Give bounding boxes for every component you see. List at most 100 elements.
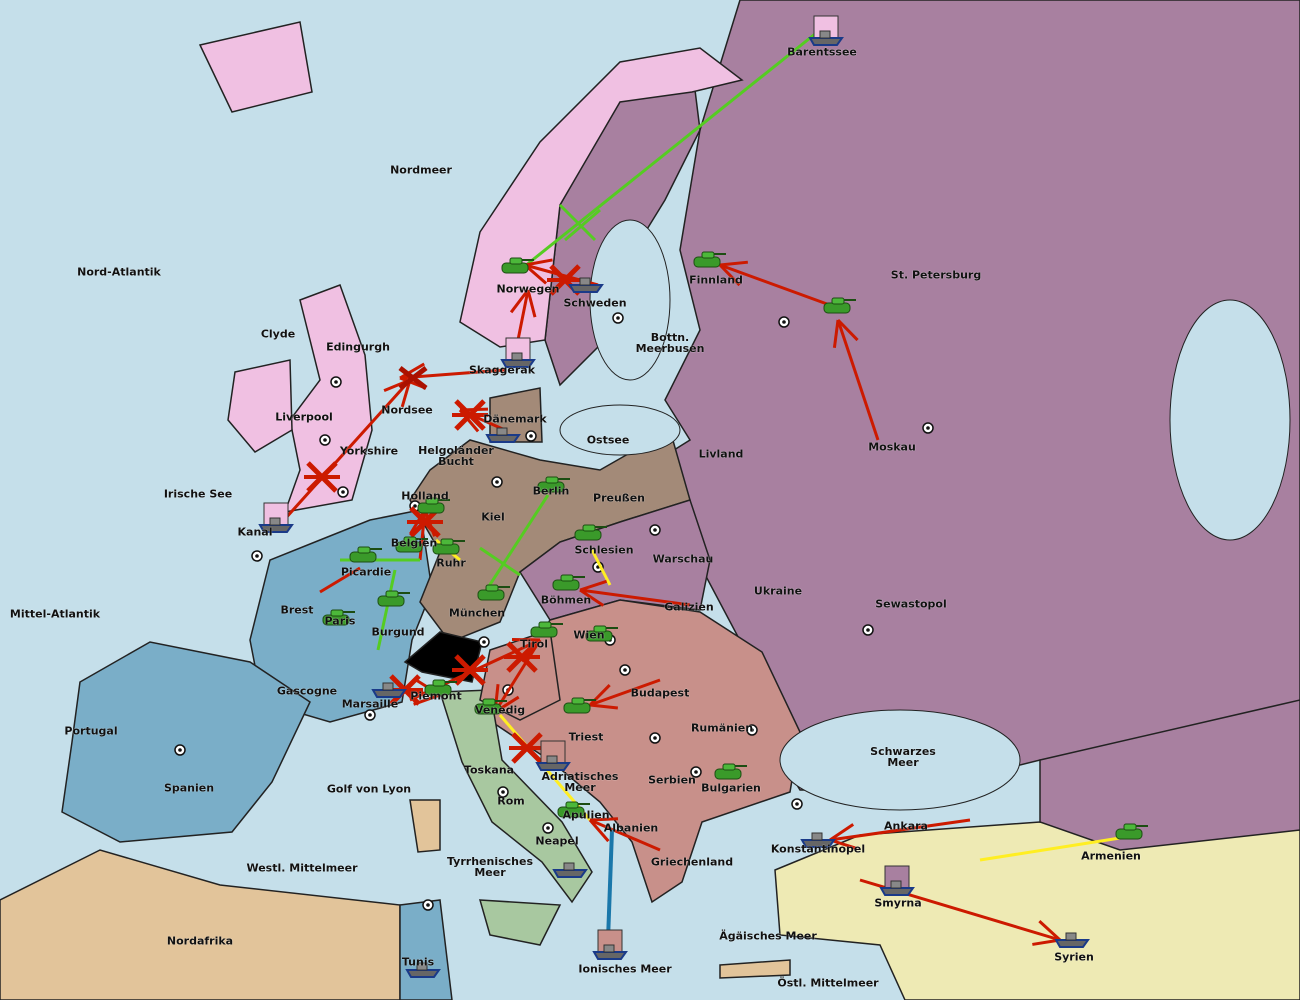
province-label[interactable]: Wien: [573, 628, 605, 642]
province-label[interactable]: Picardie: [340, 565, 392, 579]
province-label[interactable]: Skaggerak: [468, 363, 536, 377]
ship-deck: [563, 862, 575, 871]
province-label[interactable]: Apulien: [562, 808, 610, 822]
supply-center-dot-core: [782, 320, 786, 324]
province-label[interactable]: Piemont: [410, 689, 462, 703]
ship-icon: [800, 832, 836, 848]
province-label[interactable]: Neapel: [535, 834, 579, 848]
province-label[interactable]: Livland: [698, 447, 744, 461]
tank-icon: [574, 524, 607, 541]
province-label[interactable]: Ruhr: [436, 556, 466, 570]
support-hold: [979, 836, 1121, 862]
province-label[interactable]: Bottn. Meerbusen: [635, 331, 705, 355]
province-label[interactable]: Paris: [324, 614, 356, 628]
supply-center-dot-core: [341, 490, 345, 494]
province-label[interactable]: Burgund: [371, 625, 425, 639]
province-label[interactable]: Holland: [401, 489, 449, 503]
province-label[interactable]: Ionisches Meer: [578, 962, 672, 976]
province-label[interactable]: Finnland: [689, 273, 743, 287]
province-label[interactable]: Ankara: [884, 819, 928, 833]
tank-icon: [1115, 823, 1148, 840]
province-label[interactable]: Smyrna: [874, 896, 922, 910]
province-label[interactable]: Portugal: [64, 724, 118, 738]
province-label[interactable]: Westl. Mittelmeer: [246, 861, 358, 875]
ship-deck: [811, 832, 823, 841]
tank-icon: [552, 574, 585, 591]
province-label[interactable]: Spanien: [163, 781, 215, 795]
province-label[interactable]: Tirol: [519, 637, 549, 651]
province-label[interactable]: Rumänien: [690, 721, 754, 735]
province-label[interactable]: Marsaille: [341, 697, 399, 711]
province-label[interactable]: Nordafrika: [166, 934, 234, 948]
province-label[interactable]: Konstantinopel: [770, 842, 866, 856]
province-label[interactable]: Böhmen: [540, 593, 592, 607]
ship-icon: [808, 15, 844, 46]
province-label[interactable]: Kanal: [237, 525, 273, 539]
province-label[interactable]: Liverpool: [275, 410, 333, 424]
tank-icon: [395, 536, 428, 553]
province-label[interactable]: Griechenland: [650, 855, 734, 869]
province-label[interactable]: Venedig: [474, 703, 526, 717]
province-label[interactable]: Östl. Mittelmeer: [777, 976, 879, 990]
arrow-head: [718, 263, 741, 287]
province-label[interactable]: Albanien: [603, 821, 659, 835]
inland-sea-2: [779, 709, 1021, 811]
province-label[interactable]: Norwegen: [496, 282, 560, 296]
move-order-arrow: [719, 263, 839, 310]
ship-deck: [496, 427, 508, 436]
province-label[interactable]: St. Petersburg: [890, 268, 982, 282]
province-label[interactable]: Edingurgh: [326, 340, 390, 354]
land-armenien: [1039, 699, 1300, 851]
ship-deck: [819, 30, 831, 39]
province-label[interactable]: Nordmeer: [390, 163, 452, 177]
tank-icon: [530, 621, 563, 638]
province-label[interactable]: Helgoländer Bucht: [418, 444, 494, 468]
province-label[interactable]: Mittel-Atlantik: [9, 607, 101, 621]
province-label[interactable]: München: [448, 606, 506, 620]
province-label[interactable]: Ägäisches Meer: [719, 929, 817, 943]
province-label[interactable]: Golf von Lyon: [326, 782, 412, 796]
province-label[interactable]: Toskana: [463, 763, 515, 777]
supply-center-dot-core: [529, 434, 533, 438]
province-label[interactable]: Irische See: [163, 487, 233, 501]
province-label[interactable]: Nordsee: [381, 403, 433, 417]
province-label[interactable]: Moskau: [868, 440, 916, 454]
province-label[interactable]: Syrien: [1054, 950, 1094, 964]
province-label[interactable]: Bulgarien: [701, 781, 761, 795]
province-label[interactable]: Yorkshire: [339, 444, 399, 458]
move-order-arrow: [273, 378, 412, 532]
province-label[interactable]: Ostsee: [586, 433, 630, 447]
province-label[interactable]: Rom: [497, 794, 525, 808]
province-label[interactable]: Berlin: [532, 484, 570, 498]
province-label[interactable]: Gascogne: [276, 684, 338, 698]
province-label[interactable]: Schlesien: [574, 543, 634, 557]
province-label[interactable]: Preußen: [593, 491, 645, 505]
province-label[interactable]: Brest: [280, 603, 314, 617]
province-label[interactable]: Armenien: [1081, 849, 1141, 863]
province-label[interactable]: Sewastopol: [875, 597, 947, 611]
province-label[interactable]: Schweden: [563, 296, 627, 310]
supply-center-dot-core: [653, 736, 657, 740]
province-label[interactable]: Galizien: [664, 600, 714, 614]
province-label[interactable]: Budapest: [630, 686, 690, 700]
province-label[interactable]: Serbien: [648, 773, 696, 787]
tank-turret: [1123, 823, 1137, 831]
province-label[interactable]: Barentssee: [787, 45, 857, 59]
province-label[interactable]: Clyde: [260, 327, 296, 341]
ship-hull: [258, 524, 294, 533]
province-label[interactable]: Dänemark: [483, 412, 547, 426]
province-label[interactable]: Tyrrhenisches Meer: [446, 855, 534, 879]
supply-center-dot-core: [334, 380, 338, 384]
province-label[interactable]: Kiel: [481, 510, 505, 524]
province-label[interactable]: Belgien: [390, 536, 438, 550]
province-label[interactable]: Adriatisches Meer: [541, 770, 619, 794]
province-label[interactable]: Ukraine: [753, 584, 803, 598]
province-label[interactable]: Tunis: [401, 955, 435, 969]
province-label[interactable]: Triest: [568, 730, 604, 744]
province-label[interactable]: Warschau: [652, 552, 714, 566]
province-label[interactable]: Nord-Atlantik: [77, 265, 161, 279]
province-label[interactable]: Schwarzes Meer: [870, 745, 936, 769]
